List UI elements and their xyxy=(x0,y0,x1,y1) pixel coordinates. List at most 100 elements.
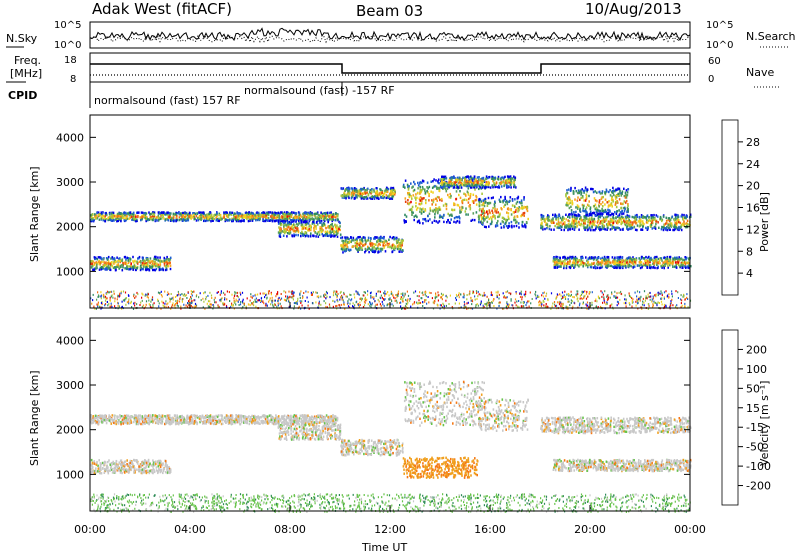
echo-cell xyxy=(112,257,114,261)
echo-cell xyxy=(304,231,307,234)
echo-cell xyxy=(611,265,614,268)
echo-cell xyxy=(411,211,413,214)
echo-cell xyxy=(662,256,665,260)
echo-cell xyxy=(154,260,157,264)
echo-cell xyxy=(617,257,619,260)
echo-cell xyxy=(458,185,461,188)
echo-cell xyxy=(596,256,598,260)
echo-cell xyxy=(351,239,353,242)
echo-cell xyxy=(158,219,160,222)
echo-cell xyxy=(503,199,505,202)
echo-cell xyxy=(303,226,305,229)
ground-scatter-cell xyxy=(407,298,409,301)
echo-cell xyxy=(669,228,671,231)
echo-cell xyxy=(450,218,452,221)
echo-cell xyxy=(377,239,379,243)
echo-cell xyxy=(321,224,323,228)
echo-cell xyxy=(393,248,396,252)
echo-cell xyxy=(280,211,282,214)
echo-cell xyxy=(607,212,610,216)
echo-cell xyxy=(408,191,410,195)
echo-cell xyxy=(295,219,297,222)
echo-cell xyxy=(348,248,350,251)
echo-cell xyxy=(569,260,571,263)
echo-cell xyxy=(145,265,148,269)
ground-scatter-cell xyxy=(647,293,649,296)
echo-cell xyxy=(392,186,395,190)
echo-cell xyxy=(484,216,486,219)
echo-cell xyxy=(461,208,463,211)
echo-cell xyxy=(330,214,332,217)
echo-cell xyxy=(455,186,458,189)
echo-cell xyxy=(152,213,154,216)
echo-cell xyxy=(105,267,107,270)
echo-cell xyxy=(411,205,414,209)
echo-cell xyxy=(310,232,312,235)
echo-cell xyxy=(456,176,459,179)
echo-cell xyxy=(621,260,624,263)
echo-cell xyxy=(311,211,313,215)
echo-cell xyxy=(210,220,212,223)
echo-cell xyxy=(314,225,316,228)
echo-cell xyxy=(394,236,396,239)
echo-cell xyxy=(92,219,94,222)
echo-cell xyxy=(412,185,414,188)
echo-cell xyxy=(380,247,382,251)
echo-cell xyxy=(316,232,318,235)
nsky-strip: 10^5 10^0 10^5 10^0 N.Sky N.Search xyxy=(6,20,796,51)
echo-cell xyxy=(211,219,214,222)
echo-cell xyxy=(585,213,587,217)
echo-cell xyxy=(257,213,260,216)
echo-cell xyxy=(477,181,479,185)
echo-cell xyxy=(587,220,590,223)
echo-cell xyxy=(416,215,418,219)
echo-cell xyxy=(184,215,186,218)
echo-cell xyxy=(105,261,108,264)
echo-cell xyxy=(301,232,304,235)
echo-cell xyxy=(144,211,146,215)
echo-cell xyxy=(567,224,569,227)
echo-cell xyxy=(626,206,629,210)
echo-cell xyxy=(522,212,525,215)
echo-cell xyxy=(620,259,623,262)
echo-cell xyxy=(347,195,350,198)
echo-cell xyxy=(381,236,384,240)
echo-cell xyxy=(224,219,227,223)
echo-cell xyxy=(130,215,133,219)
echo-cell xyxy=(663,266,665,270)
ground-scatter-cell xyxy=(506,301,508,304)
ground-scatter-cell xyxy=(357,293,359,295)
echo-cell xyxy=(513,218,515,222)
echo-cell xyxy=(164,265,167,268)
echo-cell xyxy=(544,227,546,231)
echo-cell xyxy=(606,212,608,216)
echo-cell xyxy=(657,265,659,268)
ground-scatter-cell xyxy=(355,290,357,293)
ground-scatter-cell xyxy=(135,295,137,298)
echo-cell xyxy=(377,193,380,197)
ground-scatter-cell xyxy=(570,290,572,293)
echo-cell xyxy=(582,204,585,208)
echo-cell xyxy=(633,265,636,268)
echo-cell xyxy=(453,208,456,212)
echo-cell xyxy=(510,183,513,186)
echo-cell xyxy=(445,204,448,208)
echo-cell xyxy=(461,182,464,185)
echo-cell xyxy=(589,210,592,213)
echo-cell xyxy=(618,187,621,190)
echo-cell xyxy=(338,227,340,231)
echo-cell xyxy=(402,183,405,187)
echo-cell xyxy=(614,190,616,193)
echo-cell xyxy=(237,215,239,218)
echo-cell xyxy=(324,216,326,219)
echo-cell xyxy=(583,199,585,202)
echo-cell xyxy=(329,230,331,233)
echo-cell xyxy=(289,229,291,233)
ground-scatter-cell xyxy=(93,305,95,308)
echo-cell xyxy=(369,242,371,246)
echo-cell xyxy=(124,211,127,215)
echo-cell xyxy=(665,227,668,230)
echo-cell xyxy=(484,211,486,215)
echo-cell xyxy=(178,218,181,222)
echo-cell xyxy=(478,187,480,191)
